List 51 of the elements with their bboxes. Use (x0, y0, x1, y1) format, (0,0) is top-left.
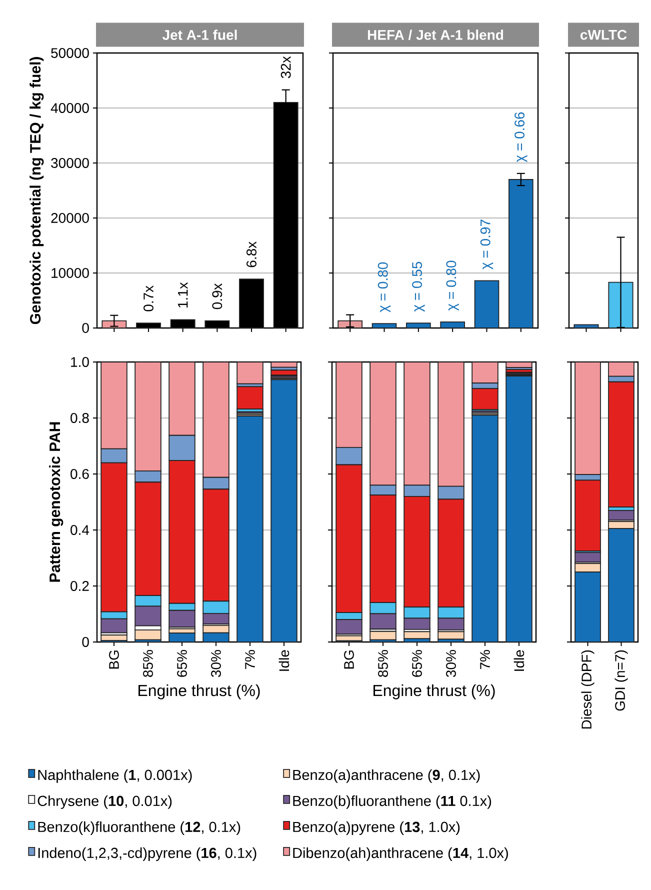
x-tick-label: 85% (143, 650, 153, 677)
legend-label: Naphthalene (1, 0.001x) (38, 769, 192, 783)
x-tick-label: Idle (514, 650, 524, 671)
x-tick-label: 85% (378, 650, 388, 677)
x-tick-label: Diesel (DPF) (581, 650, 594, 729)
legend-label: Benzo(k)fluoranthene (12, 0.1x) (38, 821, 240, 835)
annotation: χ = 0.55 (412, 262, 425, 312)
y-tick-label: 40000 (50, 103, 89, 113)
chart-title: Jet A-1 fuel (162, 30, 237, 40)
y-tick-label: 50000 (51, 48, 89, 58)
y-tick-label: 0.2 (70, 581, 89, 591)
legend-label: Chrysene (10, 0.01x) (38, 795, 172, 809)
y-tick-label: 0.8 (70, 413, 89, 423)
x-tick-label: BG (109, 650, 119, 669)
y-tick-label: 10000 (52, 268, 89, 278)
x-tick-label: GDI (n=7) (614, 650, 628, 711)
y-tick-label: 1.0 (71, 357, 89, 367)
y-tick-label: 0.4 (70, 525, 90, 535)
annotation: χ = 0.80 (446, 260, 459, 311)
y-tick-label: 0 (82, 637, 89, 647)
x-tick-label: 30% (211, 650, 221, 678)
y-tick-label: 30000 (51, 158, 89, 168)
chart-title: HEFA / Jet A-1 blend (368, 30, 504, 40)
annotation: 1.1x (178, 282, 188, 308)
y-tick-label: 0 (82, 323, 89, 333)
annotation: 6.8x (246, 242, 256, 268)
x-tick-label: BG (344, 650, 354, 669)
x-tick-label: 65% (412, 650, 422, 677)
annotation: χ = 0.80 (378, 262, 391, 312)
y-tick-label: 20000 (51, 213, 89, 223)
legend-label: Indeno(1,2,3,-cd)pyrene (16, 0.1x) (38, 847, 256, 861)
annotation: χ = 0.97 (480, 220, 494, 270)
y-axis-title: Genotoxic potential (ng TEQ / kg fuel) (30, 57, 44, 324)
legend-label: Benzo(b)fluoranthene (11 0.1x) (293, 795, 492, 809)
y-tick-label: 0.6 (70, 469, 89, 479)
annotation: 0.9x (212, 283, 222, 310)
y-axis-title: Pattern genotoxic PAH (49, 422, 64, 582)
x-tick-label: 7% (480, 650, 490, 670)
x-tick-label: Idle (278, 650, 290, 671)
x-tick-label: 65% (177, 650, 187, 677)
legend-label: Benzo(a)anthracene (9, 0.1x) (293, 769, 480, 783)
legend-label: Benzo(a)pyrene (13, 1.0x) (293, 821, 460, 835)
legend-label: Dibenzo(ah)anthracene (14, 1.0x) (293, 847, 508, 861)
annotation: χ = 0.66 (514, 112, 528, 162)
x-tick-label: 7% (245, 650, 255, 670)
x-axis-title: Engine thrust (%) (374, 684, 495, 700)
annotation: 32x (280, 56, 291, 78)
chart-title: cWLTC (580, 30, 627, 40)
x-tick-label: 30% (446, 650, 456, 678)
annotation: 0.7x (144, 286, 154, 312)
x-axis-title: Engine thrust (%) (138, 684, 260, 700)
